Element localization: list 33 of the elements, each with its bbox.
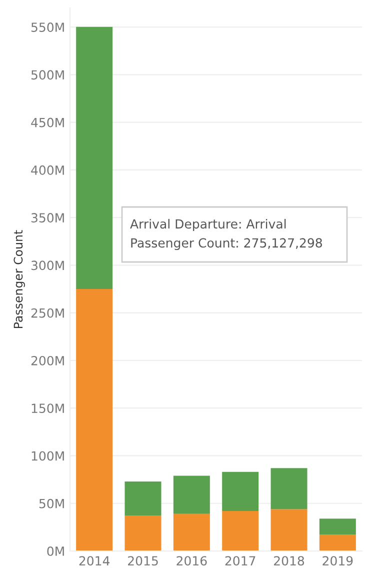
bar — [222, 510, 259, 551]
y-tick-label: 100M — [32, 451, 64, 461]
bar — [173, 514, 210, 551]
y-tick-label: 0M — [47, 546, 64, 556]
y-tick-label: 300M — [31, 260, 64, 270]
bar — [124, 481, 162, 516]
x-tick-label: 2014 — [79, 556, 110, 566]
y-axis-title: Passenger Count — [14, 230, 25, 328]
x-tick-label: 2019 — [322, 556, 353, 566]
y-tick-label: 250M — [31, 308, 64, 318]
x-tick-label: 2015 — [128, 556, 158, 566]
bar — [76, 289, 113, 551]
y-tick-label: 50M — [39, 498, 64, 508]
bar — [76, 26, 113, 290]
annotation: Passenger Count: 275,127,298 — [131, 238, 322, 250]
y-tick-label: 500M — [31, 70, 64, 80]
annotation: Arrival Departure: Arrival — [130, 218, 286, 232]
bar — [270, 468, 308, 510]
y-tick-label: 150M — [32, 404, 64, 414]
bar — [270, 509, 308, 551]
y-tick-label: 200M — [31, 356, 64, 366]
bar — [319, 518, 356, 535]
x-tick-label: 2017 — [225, 556, 256, 566]
x-tick-label: 2016 — [176, 556, 207, 566]
y-tick-label: 450M — [31, 118, 64, 128]
bar — [173, 476, 210, 514]
y-tick-label: 350M — [31, 213, 64, 223]
x-tick-label: 2018 — [274, 556, 304, 566]
bar — [319, 534, 356, 551]
y-tick-label: 400M — [31, 165, 64, 175]
bar — [124, 516, 162, 551]
bar — [222, 472, 259, 511]
y-tick-label: 550M — [31, 22, 64, 32]
